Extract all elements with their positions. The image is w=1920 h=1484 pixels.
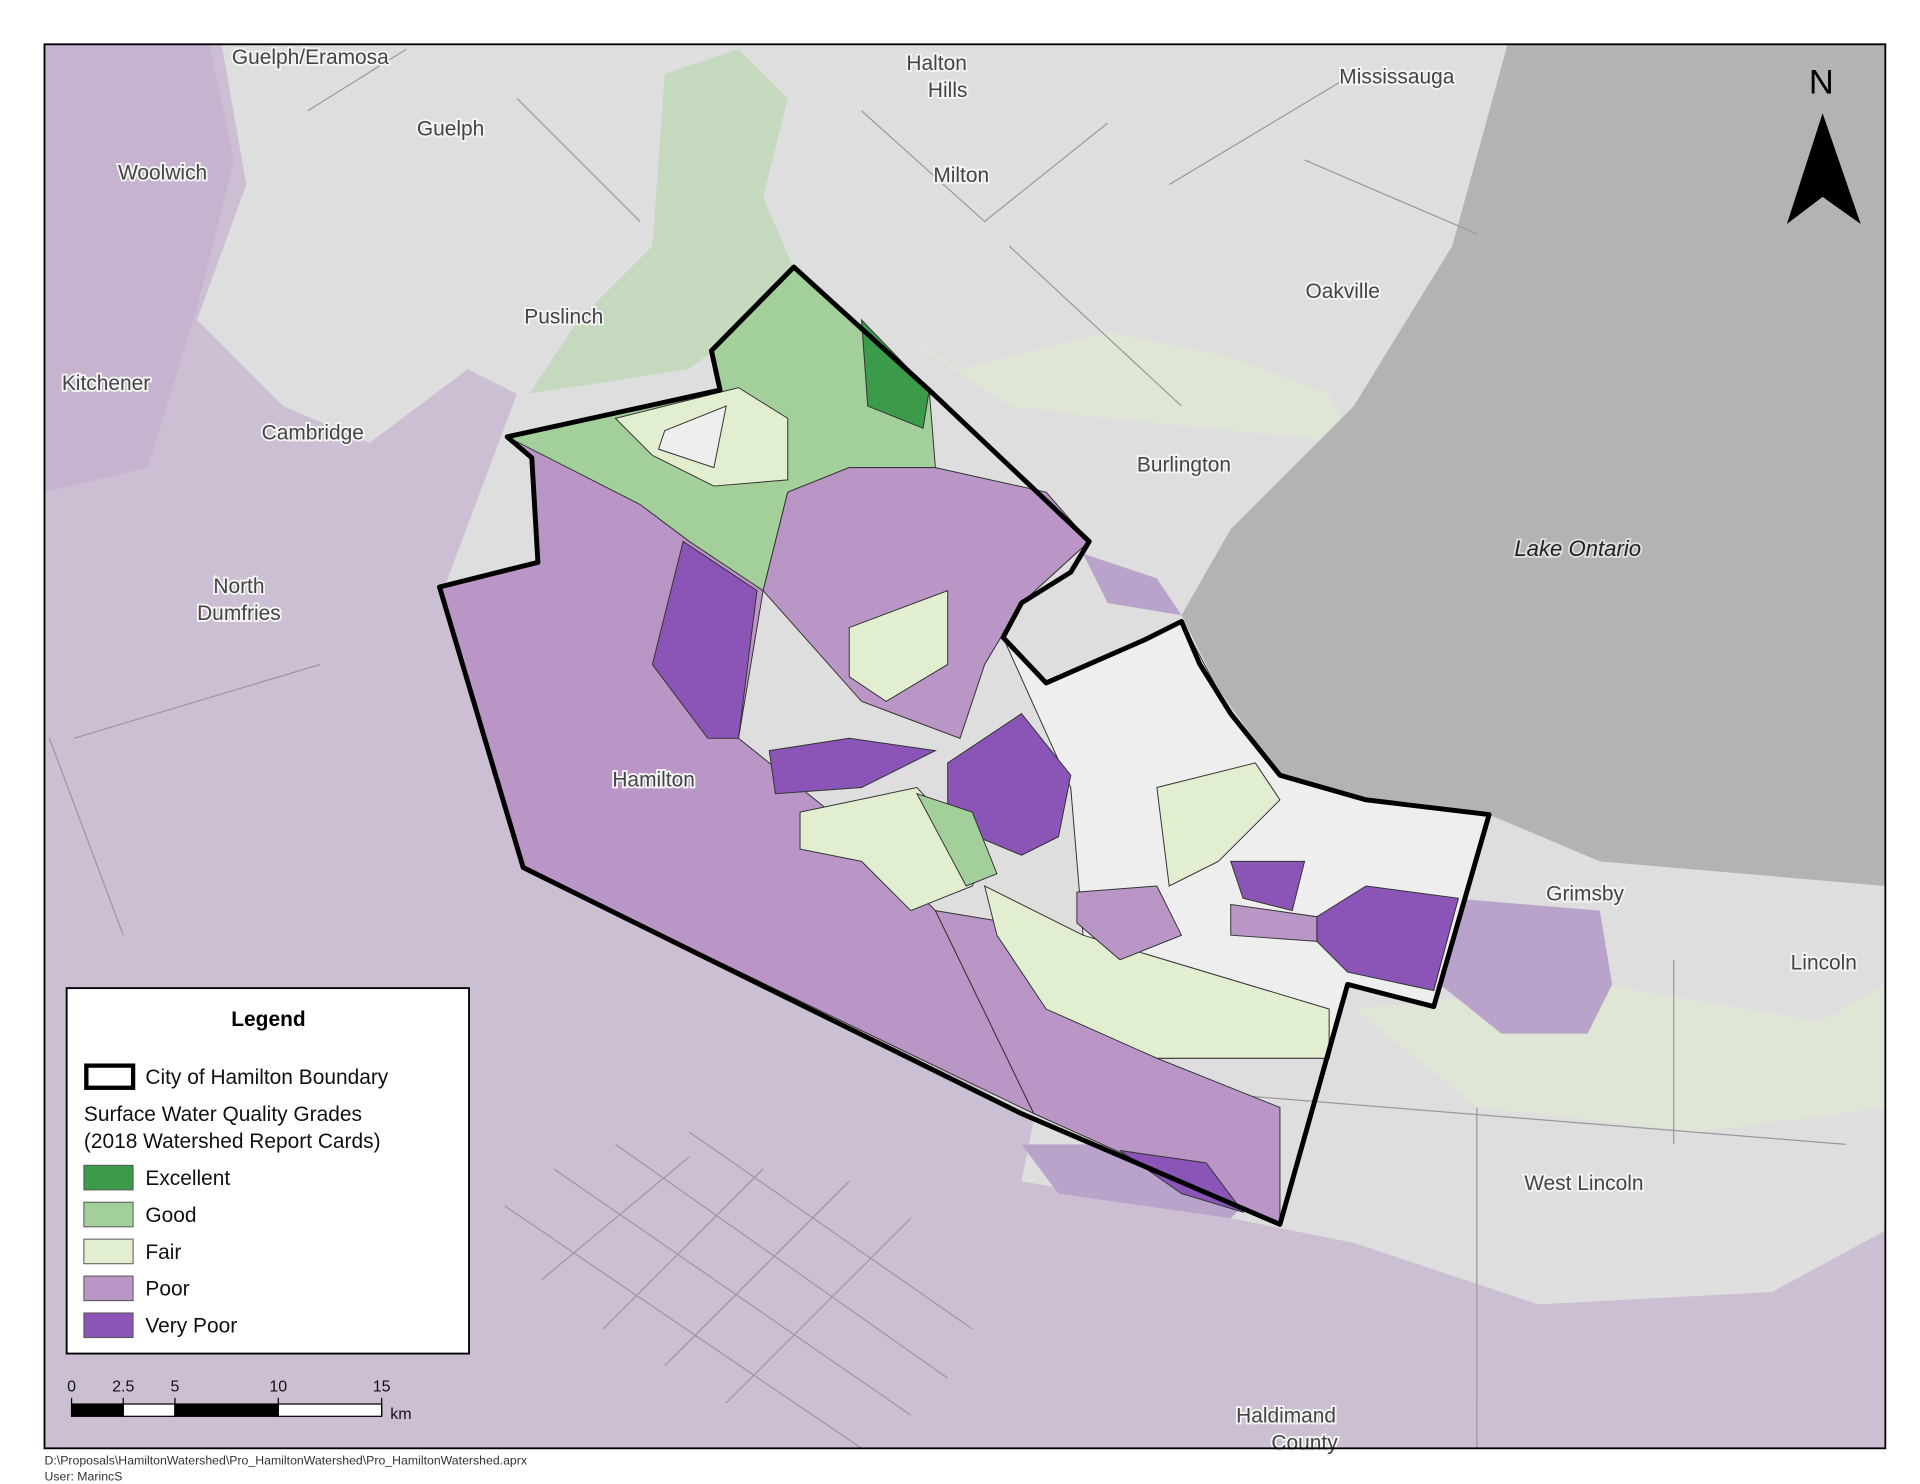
regional-fair [861,307,1354,443]
lake-label: Lake Ontario [1514,536,1641,561]
legend-title: Legend [231,1008,305,1031]
watershed-good [915,792,998,887]
place-label: Halton Hills [906,52,967,102]
footer-path: D:\Proposals\HamiltonWatershed\Pro_Hamil… [44,1453,527,1467]
scale-tick-label: 15 [373,1379,391,1396]
regional-good [529,49,801,394]
lake-ontario [1181,44,1886,886]
legend-swatch [83,1201,134,1228]
regional-poor [44,44,234,493]
legend-item-label: Good [145,1204,196,1227]
watershed-poor [1230,903,1318,942]
legend-item-label: Fair [145,1241,181,1264]
place-label-line: Dumfries [197,602,281,625]
legend-swatch [83,1238,134,1265]
legend-swatch [83,1275,134,1302]
place-label-line: Hills [928,79,968,102]
scale-unit: km [390,1406,411,1423]
place-label: Guelph [417,117,484,140]
place-label-line: Halton [906,52,966,75]
place-label: Woolwich [118,162,207,185]
place-label: Hamilton [612,768,695,791]
place-label-line: North [213,575,264,598]
legend: Legend City of Hamilton Boundary Surface… [65,987,470,1355]
place-label: Burlington [1137,453,1231,476]
watershed-fair [1156,762,1281,887]
legend-item-label: Very Poor [145,1315,237,1338]
hamilton-boundary [437,264,1492,1227]
legend-swatch [83,1312,134,1339]
scale-tick-label: 5 [170,1379,179,1396]
place-label: Puslinch [524,306,603,329]
scale-segment [122,1403,176,1417]
regional-poor [1083,553,1182,616]
place-label: Mississauga [1339,66,1454,89]
place-label: Grimsby [1546,883,1624,906]
map-frame [43,43,1887,1450]
place-label-line: County [1271,1432,1338,1455]
legend-group-subtitle: (2018 Watershed Report Cards) [84,1130,381,1153]
legend-boundary-label: City of Hamilton Boundary [145,1066,388,1089]
legend-swatch [83,1164,134,1191]
hamilton-watersheds [437,264,1492,1227]
legend-boundary-swatch [84,1063,136,1090]
scale-segment [70,1403,124,1417]
watershed-fair [848,589,949,702]
place-label: Lincoln [1791,952,1857,975]
watershed-none [657,405,727,469]
watershed-very-poor [1230,860,1306,912]
scale-segment [277,1403,383,1417]
place-label: Milton [933,164,989,187]
north-arrow: N [1786,64,1861,224]
watershed-very-poor [768,737,938,795]
place-label: North Dumfries [197,575,281,625]
scale-tick-label: 0 [67,1379,76,1396]
regional-poor [44,44,1886,1449]
boundaries [48,48,1847,1449]
legend-item-label: Poor [145,1278,189,1301]
place-labels: Guelph/Eramosa Halton Hills Mississauga G… [60,44,1859,1456]
legend-item-label: Excellent [145,1167,230,1190]
legend-box [65,987,470,1355]
scale-tick-label: 2.5 [112,1379,134,1396]
place-label: Cambridge [262,421,364,444]
footer-user: User: MarincS [44,1469,122,1483]
place-label: West Lincoln [1524,1172,1643,1195]
north-label: N [1809,64,1834,102]
watershed-very-poor [651,540,758,739]
place-label: Guelph/Eramosa [232,46,389,69]
place-label: Oakville [1306,280,1380,303]
watershed-poor [1076,885,1183,961]
scale-tick-label: 10 [269,1379,287,1396]
scale-bar: 0 2.5 5 10 15 km [67,1379,411,1423]
place-label: Kitchener [62,372,150,395]
scale-segment [174,1403,279,1417]
regional-poor [1439,898,1613,1034]
north-arrow-shape [1786,113,1861,224]
place-label: Haldimand County [1236,1404,1338,1454]
place-label-line: Haldimand [1236,1404,1336,1427]
legend-group-title: Surface Water Quality Grades [84,1103,362,1126]
